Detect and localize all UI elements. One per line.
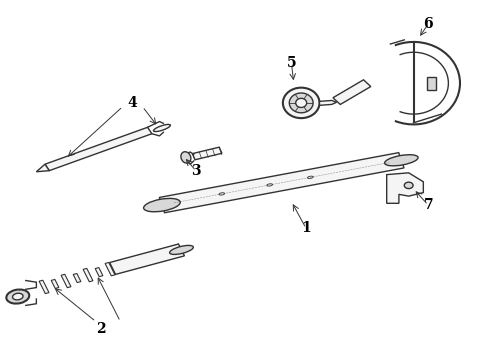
Polygon shape	[95, 267, 103, 276]
Polygon shape	[193, 147, 222, 160]
Ellipse shape	[181, 152, 191, 163]
Ellipse shape	[144, 198, 180, 212]
Ellipse shape	[289, 93, 313, 113]
Ellipse shape	[6, 289, 29, 303]
Ellipse shape	[153, 125, 171, 131]
Ellipse shape	[283, 87, 319, 118]
Polygon shape	[39, 280, 49, 294]
Ellipse shape	[170, 246, 194, 255]
Polygon shape	[110, 244, 184, 274]
Polygon shape	[61, 274, 71, 288]
Text: 3: 3	[191, 164, 201, 178]
Ellipse shape	[385, 155, 418, 166]
Text: 6: 6	[423, 17, 433, 31]
Polygon shape	[427, 77, 436, 90]
Polygon shape	[105, 262, 115, 276]
Text: 1: 1	[301, 221, 311, 235]
Polygon shape	[73, 274, 81, 283]
Polygon shape	[83, 269, 93, 282]
Polygon shape	[45, 127, 152, 171]
Polygon shape	[333, 80, 371, 104]
Polygon shape	[387, 173, 423, 203]
Ellipse shape	[295, 98, 307, 108]
Polygon shape	[319, 100, 337, 105]
Text: 2: 2	[96, 322, 106, 336]
Text: 5: 5	[287, 57, 296, 71]
Ellipse shape	[13, 293, 23, 300]
Polygon shape	[51, 279, 59, 288]
Ellipse shape	[404, 182, 413, 189]
Text: 4: 4	[128, 96, 138, 110]
Text: 7: 7	[423, 198, 433, 212]
Polygon shape	[159, 153, 404, 213]
Polygon shape	[36, 164, 49, 172]
